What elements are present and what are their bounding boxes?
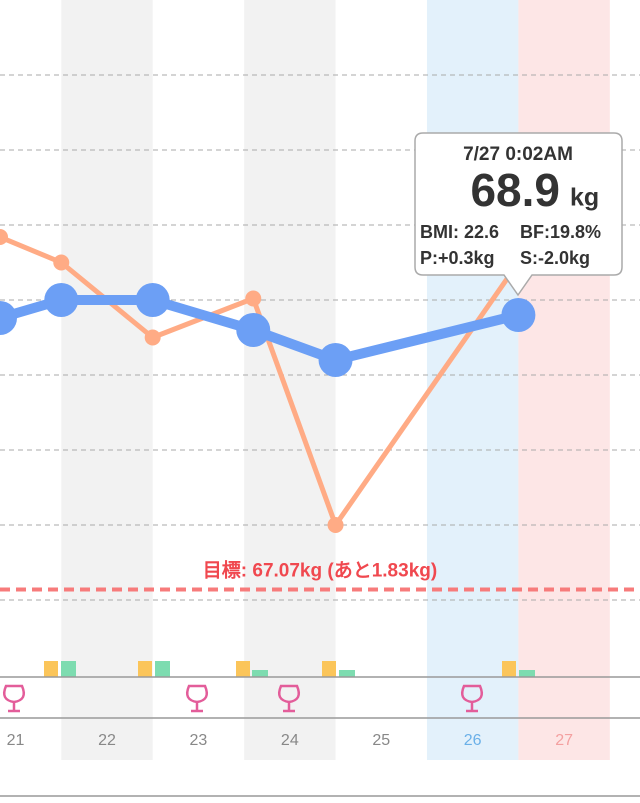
data-point xyxy=(44,283,79,317)
day-column xyxy=(244,0,336,760)
goal-label: 目標: 67.07kg (あと1.83kg) xyxy=(203,559,437,582)
indicator xyxy=(138,661,152,677)
data-point xyxy=(0,301,17,335)
indicator xyxy=(155,661,170,677)
tooltip-s: S:-2.0kg xyxy=(520,248,590,268)
tooltip-p: P:+0.3kg xyxy=(420,248,495,268)
lines xyxy=(0,229,536,533)
tooltip-unit: kg xyxy=(570,184,599,212)
indicator xyxy=(236,661,250,677)
data-point xyxy=(135,283,170,317)
data-point xyxy=(236,313,271,347)
data-point xyxy=(245,290,262,307)
tooltip-box xyxy=(414,132,623,297)
glass-icons xyxy=(3,684,483,713)
x-tick-label: 21 xyxy=(7,732,25,749)
data-point xyxy=(327,517,344,533)
indicator xyxy=(322,661,336,677)
data-point xyxy=(501,298,536,332)
data-point xyxy=(53,254,70,271)
x-tick-label: 25 xyxy=(372,732,390,749)
indicator xyxy=(44,661,58,677)
day-column xyxy=(426,0,519,760)
indicator xyxy=(252,670,268,677)
tooltip-bf: BF:19.8% xyxy=(520,222,601,242)
indicator xyxy=(502,661,516,677)
tooltip-value: 68.9 xyxy=(470,164,560,216)
indicator xyxy=(519,670,535,677)
tooltip-date: 7/27 0:02AM xyxy=(463,144,573,165)
day-column xyxy=(518,0,610,760)
day-column xyxy=(61,0,153,760)
icons xyxy=(0,661,640,797)
x-tick-label: 27 xyxy=(555,732,573,749)
background: 21 22 23 24 25 26 27 xyxy=(7,0,610,760)
tooltip-bmi: BMI: 22.6 xyxy=(420,222,499,242)
data-point xyxy=(318,343,353,377)
indicator xyxy=(339,670,355,677)
indicator xyxy=(61,661,76,677)
x-tick-label: 26 xyxy=(464,732,482,749)
x-tick-label: 24 xyxy=(281,732,299,749)
data-point xyxy=(144,329,161,346)
x-tick-label: 22 xyxy=(98,732,116,749)
x-tick-label: 23 xyxy=(190,732,208,749)
data-point xyxy=(0,229,8,245)
tooltip: 7/27 0:02AM 68.9 kg BMI: 22.6 BF:19.8% P… xyxy=(414,132,623,297)
